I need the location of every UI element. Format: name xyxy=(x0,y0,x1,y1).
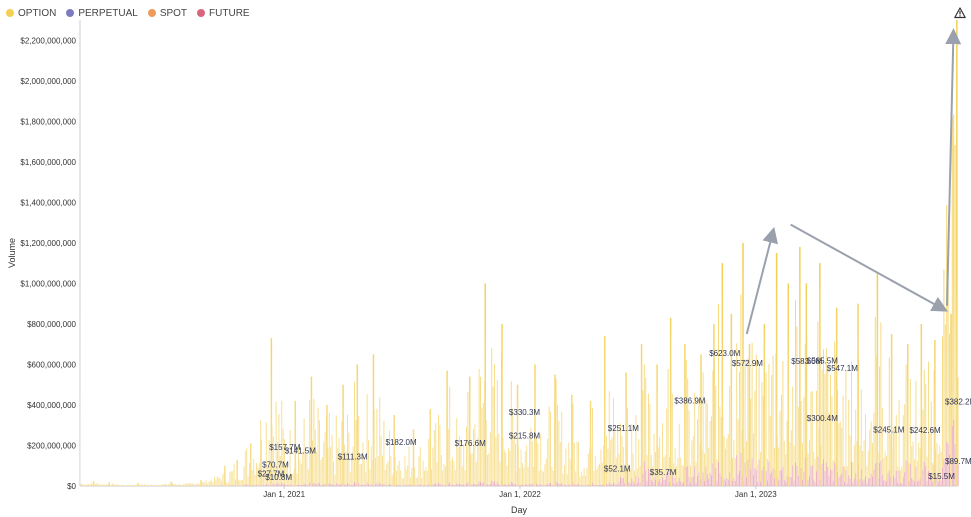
data-label: $547.1M xyxy=(827,364,858,373)
data-label: $300.4M xyxy=(807,414,838,423)
legend-swatch xyxy=(6,9,14,17)
y-tick-label: $800,000,000 xyxy=(27,320,76,329)
data-label: $215.8M xyxy=(509,431,540,440)
data-label: $15.5M xyxy=(928,472,955,481)
data-label: $35.7M xyxy=(650,468,677,477)
y-tick-label: $400,000,000 xyxy=(27,401,76,410)
legend-label: SPOT xyxy=(159,7,188,19)
y-tick-label: $200,000,000 xyxy=(27,441,76,450)
data-label: $245.1M xyxy=(873,425,904,434)
data-label: $111.3M xyxy=(338,452,368,461)
y-tick-label: $1,200,000,000 xyxy=(20,239,76,248)
y-tick-label: $1,600,000,000 xyxy=(20,158,76,167)
data-label: $27.7M xyxy=(258,469,285,478)
data-label: $70.7M xyxy=(262,461,289,470)
annotation-arrow xyxy=(790,223,948,312)
x-tick-label: Jan 1, 2022 xyxy=(499,490,541,499)
y-tick-label: $1,800,000,000 xyxy=(20,117,76,126)
data-label: $330.3M xyxy=(509,408,540,417)
legend-swatch xyxy=(147,9,156,17)
annotation-arrow xyxy=(945,28,962,306)
data-label: $572.9M xyxy=(732,359,763,368)
annotation-arrow xyxy=(745,226,778,335)
data-label: $585.5M xyxy=(807,356,838,365)
data-label: $382.2M xyxy=(945,398,971,407)
y-tick-label: $600,000,000 xyxy=(27,360,76,369)
x-axis-title: Day xyxy=(511,505,528,515)
data-label: $141.5M xyxy=(285,446,316,455)
warning-triangle-icon xyxy=(954,7,966,19)
legend-item-perpetual[interactable]: PERPETUAL xyxy=(66,7,138,19)
y-tick-label: $0 xyxy=(67,482,76,491)
data-label: $176.6M xyxy=(455,439,486,448)
y-axis-title: Volume xyxy=(7,238,17,268)
y-tick-label: $1,000,000,000 xyxy=(20,279,76,288)
legend-label: FUTURE xyxy=(209,7,250,19)
data-label: $52.1M xyxy=(604,464,631,473)
legend-swatch xyxy=(197,9,206,17)
data-label: $182.0M xyxy=(386,438,417,447)
legend-label: PERPETUAL xyxy=(78,7,138,19)
y-tick-label: $2,000,000,000 xyxy=(20,77,76,86)
data-label: $89.7M xyxy=(945,457,971,466)
data-label: $251.1M xyxy=(608,424,639,433)
bar-spike xyxy=(956,20,958,486)
data-label: $623.0M xyxy=(709,349,740,358)
chart-legend: OPTION PERPETUAL SPOT FUTURE xyxy=(6,6,250,20)
fade-overlay xyxy=(80,263,958,486)
legend-label: OPTION xyxy=(18,7,57,19)
y-tick-label: $2,200,000,000 xyxy=(20,36,76,45)
legend-swatch xyxy=(66,9,75,17)
data-label: $157.7M xyxy=(269,443,300,452)
data-label: $242.6M xyxy=(909,426,940,435)
y-tick-label: $1,400,000,000 xyxy=(20,198,76,207)
legend-item-spot[interactable]: SPOT xyxy=(147,7,188,19)
x-tick-label: Jan 1, 2021 xyxy=(263,490,305,499)
warning-icon[interactable] xyxy=(953,6,967,20)
data-label: $386.9M xyxy=(674,397,705,406)
legend-item-future[interactable]: FUTURE xyxy=(197,8,250,19)
x-tick-label: Jan 1, 2023 xyxy=(735,490,777,499)
data-label: $10.8M xyxy=(265,473,292,482)
data-label: $583.0M xyxy=(791,357,822,366)
legend-item-option[interactable]: OPTION xyxy=(6,8,56,19)
